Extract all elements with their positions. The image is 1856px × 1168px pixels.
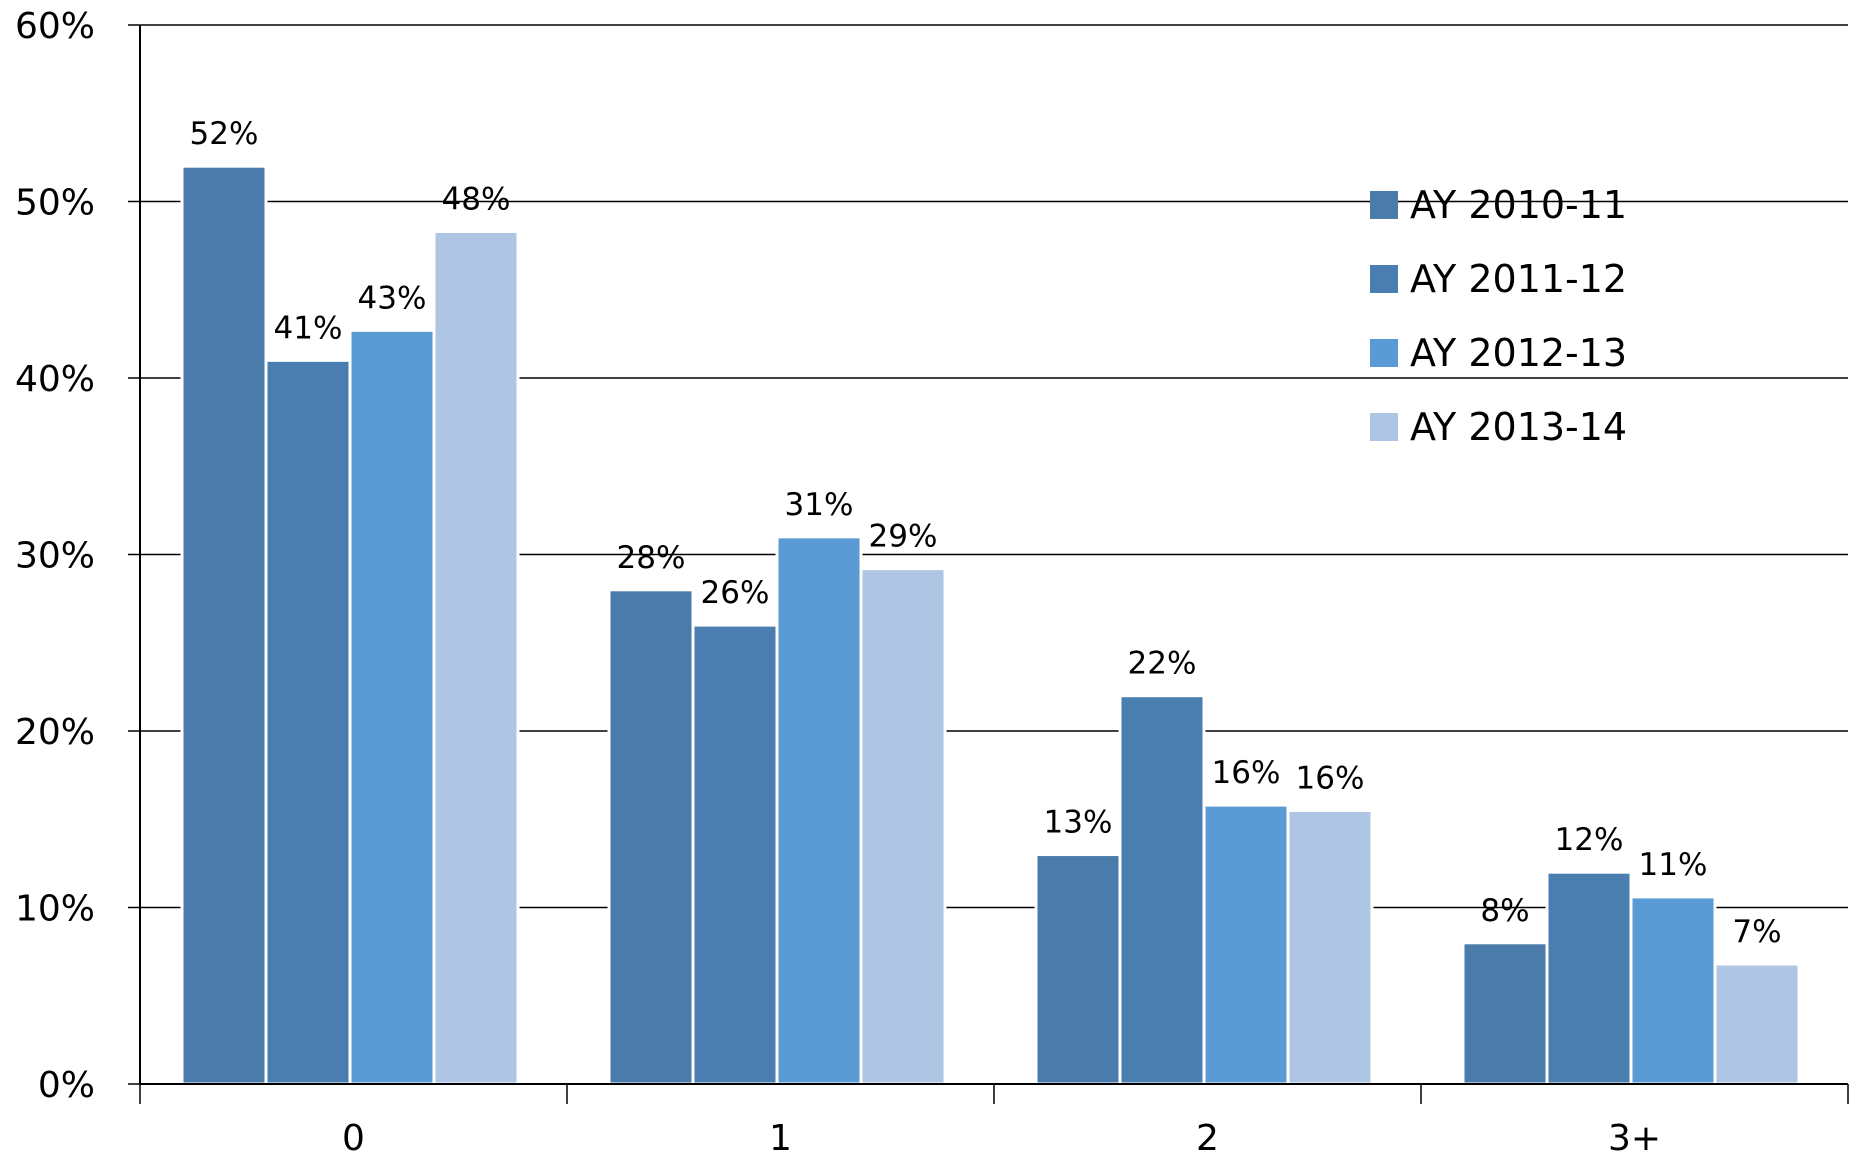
legend-label-2: AY 2012-13	[1410, 331, 1627, 375]
data-label-2-3: 16%	[1296, 760, 1365, 796]
data-label-3-2: 11%	[1639, 847, 1708, 883]
bar-2-2	[1202, 803, 1290, 1086]
bar-1-2	[775, 535, 863, 1086]
y-tick-label: 20%	[15, 712, 95, 753]
data-label-1-2: 31%	[785, 487, 854, 523]
bar-2-3	[1286, 808, 1374, 1086]
y-tick-label: 60%	[15, 6, 95, 47]
legend-swatch-2	[1370, 339, 1398, 367]
legend-label-0: AY 2010-11	[1410, 183, 1627, 227]
bar-2-0	[1034, 853, 1122, 1086]
x-tick-label-3: 3+	[1608, 1118, 1661, 1159]
x-tick-label-2: 2	[1196, 1118, 1219, 1159]
bar-2-1	[1118, 694, 1206, 1086]
bar-1-3	[859, 567, 947, 1086]
x-tick-label-1: 1	[769, 1118, 792, 1159]
y-tick-label: 40%	[15, 359, 95, 400]
data-label-1-0: 28%	[617, 540, 686, 576]
y-tick-label: 10%	[15, 889, 95, 930]
legend-label-1: AY 2011-12	[1410, 257, 1627, 301]
bar-3-0	[1461, 941, 1549, 1086]
legend: AY 2010-11 AY 2011-12 AY 2012-13 AY 2013-14	[1370, 183, 1627, 449]
legend-swatch-3	[1370, 413, 1398, 441]
data-label-3-3: 7%	[1732, 914, 1781, 950]
bar-0-3	[432, 230, 520, 1086]
bar-0-0	[180, 164, 268, 1086]
bar-1-1	[691, 623, 779, 1086]
bar-1-0	[607, 588, 695, 1086]
data-label-0-0: 52%	[190, 116, 259, 152]
data-label-0-3: 48%	[442, 182, 511, 218]
y-tick-label: 30%	[15, 536, 95, 577]
data-label-0-2: 43%	[358, 280, 427, 316]
data-label-3-1: 12%	[1555, 822, 1624, 858]
y-tick-label: 50%	[15, 183, 95, 224]
data-label-2-2: 16%	[1212, 755, 1281, 791]
legend-swatch-1	[1370, 265, 1398, 293]
x-tick-label-0: 0	[342, 1118, 365, 1159]
legend-swatch-0	[1370, 191, 1398, 219]
data-label-1-1: 26%	[701, 575, 770, 611]
data-label-3-0: 8%	[1480, 893, 1529, 929]
data-labels: 52% 28% 13% 8% 41% 26% 22% 12% 43% 31% 16% 11% 48% 29…	[190, 116, 1782, 950]
bar-3-2	[1629, 895, 1717, 1086]
bars	[180, 164, 1801, 1086]
bar-3-3	[1713, 962, 1801, 1086]
data-label-1-3: 29%	[869, 519, 938, 555]
bar-3-1	[1545, 870, 1633, 1086]
data-label-2-1: 22%	[1128, 646, 1197, 682]
legend-label-3: AY 2013-14	[1410, 405, 1627, 449]
bar-0-1	[264, 358, 352, 1086]
axes: 0% 10% 20% 30% 40% 50% 60% 0 1 2 3+	[15, 6, 1849, 1159]
data-label-2-0: 13%	[1044, 805, 1113, 841]
y-tick-label: 0%	[38, 1065, 95, 1106]
bar-0-2	[348, 328, 436, 1086]
data-label-0-1: 41%	[274, 310, 343, 346]
